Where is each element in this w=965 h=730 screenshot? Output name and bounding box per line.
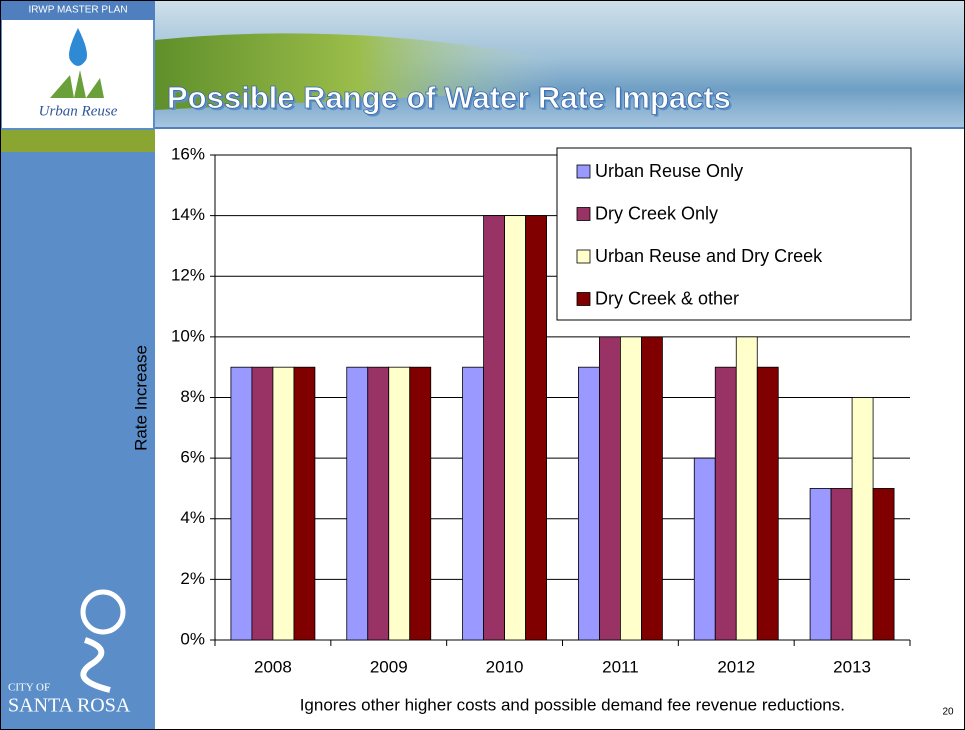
legend-label: Dry Creek Only bbox=[595, 203, 718, 223]
legend-label: Dry Creek & other bbox=[595, 288, 739, 308]
bar bbox=[462, 366, 484, 641]
city-large: SANTA ROSA bbox=[8, 695, 131, 717]
y-axis-label: Rate Increase bbox=[131, 345, 150, 451]
bar bbox=[293, 366, 316, 641]
title-shadow: Possible Range of Water Rate Impacts bbox=[169, 82, 733, 117]
x-tick-label: 2011 bbox=[602, 657, 639, 676]
logo-text: Urban Reuse bbox=[39, 103, 118, 119]
bar bbox=[830, 488, 853, 641]
x-tick-label: 2013 bbox=[833, 657, 871, 676]
bar bbox=[272, 366, 295, 641]
bar bbox=[388, 366, 411, 641]
city-small: CITY OF bbox=[8, 682, 50, 694]
page-number: 20 bbox=[942, 707, 954, 718]
legend-swatch bbox=[576, 207, 591, 221]
legend-label: Urban Reuse and Dry Creek bbox=[595, 246, 823, 266]
x-tick-label: 2012 bbox=[717, 657, 755, 676]
green-strip bbox=[0, 130, 155, 152]
x-tick-label: 2008 bbox=[254, 657, 292, 676]
bar bbox=[578, 366, 600, 641]
bar bbox=[525, 215, 547, 641]
y-tick-label: 2% bbox=[180, 569, 205, 588]
bar bbox=[735, 336, 758, 641]
bar bbox=[599, 336, 621, 641]
bar bbox=[483, 215, 505, 641]
x-tick-label: 2009 bbox=[370, 657, 408, 676]
grass-icon bbox=[50, 70, 104, 98]
y-tick-label: 16% bbox=[171, 144, 205, 163]
y-tick-label: 10% bbox=[171, 326, 205, 345]
bar bbox=[809, 488, 832, 641]
y-tick-label: 12% bbox=[171, 266, 205, 285]
bar bbox=[620, 336, 642, 641]
bar bbox=[641, 336, 663, 641]
bar bbox=[851, 397, 874, 641]
bar bbox=[367, 366, 390, 641]
city-logo bbox=[80, 589, 126, 635]
bar bbox=[251, 366, 274, 641]
y-tick-label: 4% bbox=[180, 508, 205, 527]
city-logo-river bbox=[80, 637, 111, 693]
legend-box bbox=[556, 147, 912, 321]
bar bbox=[230, 366, 253, 641]
bar bbox=[504, 215, 526, 641]
bar bbox=[872, 488, 895, 641]
water-drop bbox=[69, 28, 87, 66]
bar bbox=[346, 366, 369, 641]
footnote: Ignores other higher costs and possible … bbox=[300, 695, 845, 714]
bar bbox=[409, 366, 432, 641]
legend-swatch bbox=[576, 292, 591, 306]
legend-label: Urban Reuse Only bbox=[595, 161, 743, 181]
logo-header bbox=[0, 0, 155, 20]
legend-swatch bbox=[576, 164, 591, 179]
x-tick-label: 2010 bbox=[486, 657, 524, 676]
header-label: IRWP MASTER PLAN bbox=[28, 5, 127, 16]
chart-title: Possible Range of Water Rate Impacts bbox=[167, 80, 731, 115]
y-tick-label: 0% bbox=[180, 629, 205, 648]
bar bbox=[714, 366, 737, 641]
y-tick-label: 8% bbox=[180, 387, 205, 406]
y-tick-label: 6% bbox=[180, 448, 205, 467]
bar bbox=[756, 366, 779, 641]
bar bbox=[693, 457, 716, 641]
y-tick-label: 14% bbox=[171, 205, 205, 224]
legend-swatch bbox=[576, 249, 591, 264]
banner-grass bbox=[155, 33, 560, 111]
